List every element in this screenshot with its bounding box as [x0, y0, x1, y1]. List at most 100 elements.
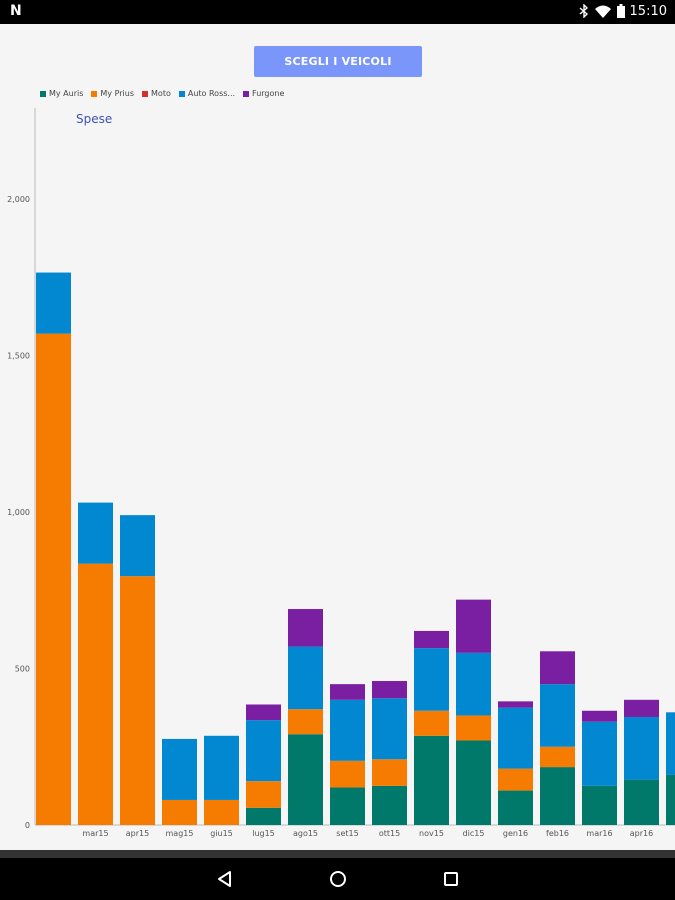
bar-segment[interactable] — [288, 646, 323, 710]
x-tick-label: dic15 — [463, 829, 485, 838]
bar-segment[interactable] — [246, 781, 281, 808]
x-tick-label: mar16 — [586, 829, 612, 838]
bar-segment[interactable] — [414, 630, 449, 649]
back-button[interactable] — [214, 868, 236, 890]
bar-segment[interactable] — [78, 502, 113, 564]
legend-label: My Auris — [49, 89, 84, 98]
bar-segment[interactable] — [456, 652, 491, 716]
bar-segment[interactable] — [246, 720, 281, 782]
legend-swatch — [40, 90, 46, 97]
y-tick-label: 1,500 — [7, 352, 30, 361]
navigation-bar — [0, 858, 675, 900]
legend-label: My Prius — [100, 89, 135, 98]
recents-button[interactable] — [440, 868, 462, 890]
bar-segment[interactable] — [582, 710, 617, 722]
bar-segment[interactable] — [582, 721, 617, 786]
choose-vehicles-button[interactable]: SCEGLI I VEICOLI — [254, 46, 422, 77]
x-tick-label: set15 — [336, 829, 358, 838]
bar-segment[interactable] — [414, 710, 449, 736]
legend-swatch — [142, 90, 149, 97]
bar-segment[interactable] — [330, 760, 365, 788]
app-content: SCEGLI I VEICOLI My Auris My Prius Moto Aut… — [0, 24, 675, 850]
bar-segment[interactable] — [204, 799, 239, 825]
bar-segment[interactable] — [330, 787, 365, 825]
bar-segment[interactable] — [414, 648, 449, 711]
legend-item: My Auris — [40, 89, 83, 98]
x-tick-label: apr16 — [630, 829, 653, 838]
bar-segment[interactable] — [330, 699, 365, 761]
legend-swatch — [178, 90, 185, 97]
bar-segment[interactable] — [624, 699, 659, 718]
bar-segment[interactable] — [540, 684, 575, 747]
bar-segment[interactable] — [666, 774, 675, 825]
bar-segment[interactable] — [36, 272, 71, 334]
legend-swatch — [91, 90, 98, 97]
bar-segment[interactable] — [330, 684, 365, 700]
bar-segment[interactable] — [120, 576, 155, 825]
bar-segment[interactable] — [540, 767, 575, 825]
x-tick-label: giu15 — [210, 829, 233, 838]
bar-segment[interactable] — [162, 738, 197, 800]
bar-segment[interactable] — [288, 709, 323, 735]
x-tick-label: ago15 — [293, 829, 318, 838]
legend-item: My Prius — [91, 89, 134, 98]
bar-segment[interactable] — [498, 701, 533, 708]
bar-segment[interactable] — [372, 698, 407, 760]
x-tick-label: ott15 — [379, 829, 400, 838]
legend-label: Moto — [151, 89, 171, 98]
y-tick-label: 0 — [25, 821, 30, 830]
bar-segment[interactable] — [624, 779, 659, 825]
bar-segment[interactable] — [666, 712, 675, 775]
x-tick-label: feb16 — [546, 829, 569, 838]
x-tick-label: lug15 — [252, 829, 275, 838]
bar-segment[interactable] — [582, 785, 617, 825]
bar-segment[interactable] — [498, 768, 533, 791]
chart-title: Spese — [76, 112, 112, 126]
bar-segment[interactable] — [372, 785, 407, 825]
bar-segment[interactable] — [456, 599, 491, 653]
bar-segment[interactable] — [414, 735, 449, 825]
bar-segment[interactable] — [120, 515, 155, 577]
legend-item: Furgone — [243, 89, 284, 98]
status-bar: N 15:10 — [0, 0, 675, 24]
home-button[interactable] — [327, 868, 349, 890]
bar-segment[interactable] — [204, 735, 239, 800]
bar-segment[interactable] — [498, 790, 533, 825]
y-tick-label: 500 — [15, 665, 30, 674]
bar-segment[interactable] — [36, 333, 71, 825]
x-tick-label: mag15 — [166, 829, 194, 838]
bar-segment[interactable] — [288, 734, 323, 825]
legend-item: Auto Ross... — [178, 89, 236, 98]
bar-segment[interactable] — [456, 715, 491, 741]
home-icon — [330, 871, 346, 887]
bar-segment[interactable] — [540, 651, 575, 685]
clock: 15:10 — [629, 4, 667, 19]
bar-segment[interactable] — [78, 563, 113, 825]
battery-icon — [617, 4, 625, 18]
y-tick-label: 1,000 — [7, 508, 30, 517]
bar-segment[interactable] — [246, 807, 281, 825]
bar-segment[interactable] — [540, 746, 575, 768]
bar-segment[interactable] — [456, 740, 491, 825]
chart-legend: My Auris My Prius Moto Auto Ross... Furgone — [40, 89, 284, 98]
x-tick-label: mar15 — [82, 829, 108, 838]
bottom-divider — [0, 850, 675, 858]
bar-segment[interactable] — [162, 799, 197, 825]
x-tick-label: gen16 — [503, 829, 528, 838]
x-tick-label: apr15 — [126, 829, 149, 838]
app-notification-icon: N — [10, 3, 22, 19]
bar-segment[interactable] — [372, 759, 407, 786]
bar-segment[interactable] — [498, 707, 533, 769]
bluetooth-icon — [579, 4, 589, 18]
back-icon — [218, 871, 231, 887]
legend-swatch — [243, 90, 250, 97]
x-tick-label: nov15 — [419, 829, 444, 838]
bar-segment[interactable] — [624, 717, 659, 780]
bar-segment[interactable] — [288, 609, 323, 647]
recents-icon — [444, 872, 458, 886]
legend-label: Auto Ross... — [187, 89, 236, 98]
bar-segment[interactable] — [246, 704, 281, 721]
stacked-bar-chart: Spese 0 500 1,000 1,500 2,000 mar15 apr15 mag1… — [7, 108, 675, 838]
bar-segment[interactable] — [372, 681, 407, 699]
wifi-icon — [595, 5, 611, 18]
